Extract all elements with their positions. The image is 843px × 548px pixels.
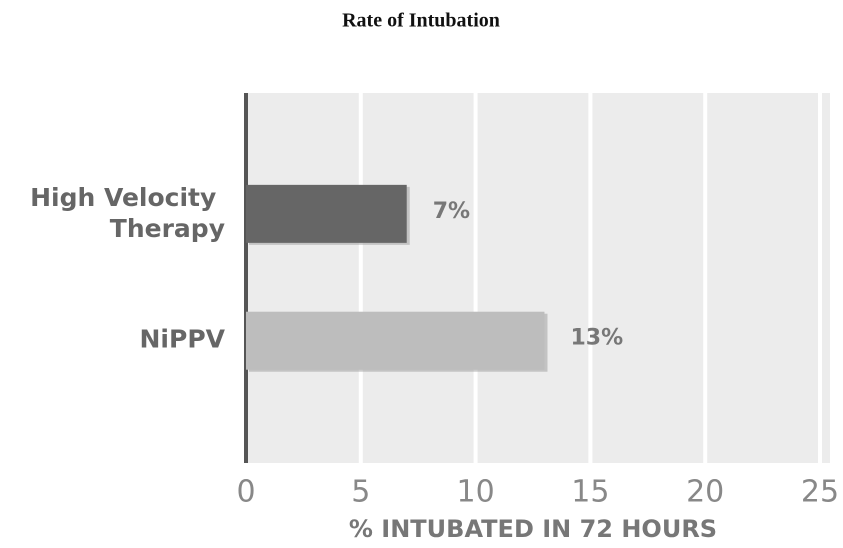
x-tick-label: 5	[351, 475, 370, 510]
bar	[246, 184, 407, 243]
bar	[246, 311, 545, 370]
y-tick-label-line: Therapy	[110, 214, 225, 243]
y-tick-label: High Velocity Therapy	[30, 183, 225, 243]
x-tick-label: 10	[457, 475, 495, 510]
x-tick-label: 15	[571, 475, 609, 510]
plot-background	[246, 93, 830, 463]
y-tick-label: NiPPV	[140, 325, 226, 354]
value-label: 13%	[570, 326, 623, 351]
value-label: 7%	[433, 199, 470, 224]
x-tick-label: 0	[236, 475, 255, 510]
x-tick-label: 25	[801, 475, 839, 510]
chart-title: Rate of Intubation	[342, 10, 500, 32]
x-tick-label: 20	[686, 475, 724, 510]
x-axis-label: % INTUBATED IN 72 HOURS	[349, 515, 717, 543]
y-tick-label-line: High Velocity	[30, 183, 225, 212]
